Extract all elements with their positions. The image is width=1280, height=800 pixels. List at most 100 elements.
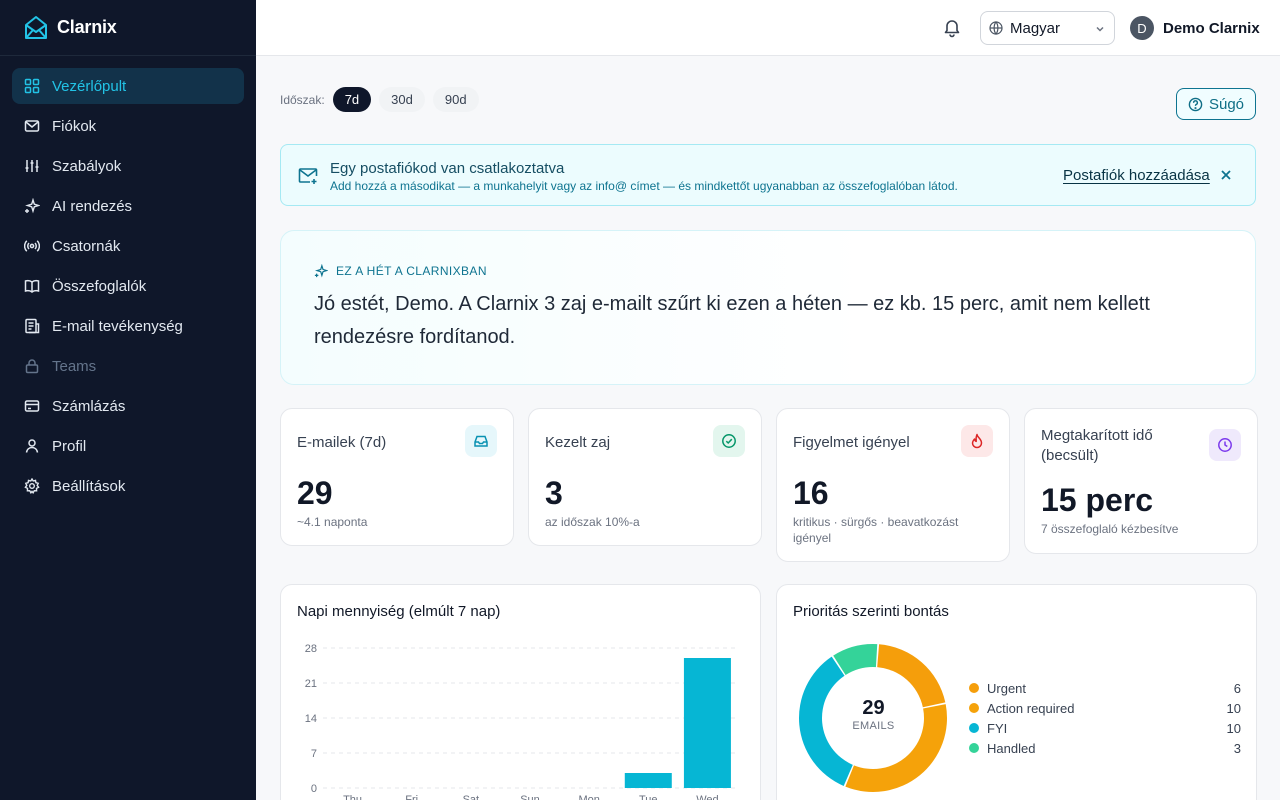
sidebar-item-billing[interactable]: Számlázás bbox=[12, 388, 244, 424]
stat-title: Kezelt zaj bbox=[545, 434, 611, 451]
sidebar-item-email-activity[interactable]: E-mail tevékenység bbox=[12, 308, 244, 344]
help-circle-icon bbox=[1188, 97, 1203, 111]
legend-label: FYI bbox=[987, 720, 1008, 736]
user-name: Demo Clarnix bbox=[1163, 19, 1260, 37]
inbox-icon bbox=[465, 425, 497, 457]
flame-icon bbox=[961, 425, 993, 457]
dashboard-icon bbox=[24, 78, 40, 94]
check-circle-icon bbox=[713, 425, 745, 457]
period-chip-90d[interactable]: 90d bbox=[432, 87, 479, 112]
sidebar-item-ai-sorting[interactable]: AI rendezés bbox=[12, 188, 244, 224]
sidebar-item-label: Fiókok bbox=[52, 117, 97, 135]
legend-dot bbox=[969, 703, 979, 713]
stat-value: 3 bbox=[545, 475, 563, 511]
stat-title: E-mailek (7d) bbox=[297, 434, 387, 451]
x-tick-label: Tue bbox=[639, 794, 658, 800]
help-button[interactable]: Súgó bbox=[1176, 88, 1256, 120]
x-tick-label: Wed bbox=[696, 794, 718, 800]
stat-subtext: az időszak 10%-a bbox=[545, 515, 640, 529]
stat-subtext: 7 összefoglaló kézbesítve bbox=[1041, 522, 1179, 536]
daily-volume-chart: 0 7 14 21 28 Thu Fri Sat Sun Mon Tue Wed bbox=[305, 643, 737, 800]
weekly-summary-text: Jó estét, Demo. A Clarnix 3 zaj e-mailt … bbox=[314, 293, 1150, 348]
daily-volume-card: Napi mennyiség (elmúlt 7 nap) 0 7 14 21 28 Th… bbox=[280, 584, 761, 800]
sidebar-nav: Vezérlőpult Fiókok Szabályok AI rendezés… bbox=[0, 56, 256, 504]
user-menu[interactable]: D Demo Clarnix bbox=[1130, 16, 1260, 40]
legend-value: 6 bbox=[1233, 680, 1241, 696]
stat-title: Figyelmet igényel bbox=[793, 434, 910, 451]
legend-item: Handled 3 bbox=[969, 738, 1241, 758]
help-label: Súgó bbox=[1208, 95, 1245, 113]
brand[interactable]: Clarnix bbox=[0, 0, 256, 56]
bell-icon[interactable] bbox=[942, 18, 962, 38]
period-chip-30d[interactable]: 30d bbox=[379, 87, 425, 112]
activity-log-icon bbox=[24, 318, 40, 334]
legend-item: Urgent 6 bbox=[969, 678, 1241, 698]
weekly-kicker: EZ A HÉT A CLARNIXBAN bbox=[314, 264, 487, 278]
donut-total: 29 bbox=[862, 697, 885, 719]
x-tick-label: Sat bbox=[463, 794, 480, 800]
language-select[interactable]: Magyar bbox=[980, 11, 1115, 45]
stat-subtext: kritikus · sürgős · beavatkozást igényel bbox=[793, 515, 959, 545]
sparkles-icon bbox=[24, 198, 40, 214]
sidebar-item-digests[interactable]: Összefoglalók bbox=[12, 268, 244, 304]
donut-slice[interactable] bbox=[877, 644, 946, 708]
donut-slice[interactable] bbox=[833, 644, 878, 675]
sidebar-item-label: Teams bbox=[52, 357, 97, 375]
donut-slice[interactable] bbox=[845, 704, 947, 792]
y-tick-label: 14 bbox=[305, 713, 317, 725]
stat-title: Megtakarított idő (becsült) bbox=[1041, 427, 1153, 464]
priority-breakdown-card: Prioritás szerinti bontás 29 EMAILS Urge… bbox=[776, 584, 1257, 800]
y-tick-label: 7 bbox=[311, 748, 317, 760]
weekly-summary-card: EZ A HÉT A CLARNIXBAN Jó estét, Demo. A … bbox=[280, 230, 1256, 385]
legend-value: 10 bbox=[1226, 720, 1241, 736]
legend-dot bbox=[969, 723, 979, 733]
sidebar-item-label: E-mail tevékenység bbox=[52, 317, 183, 335]
gear-icon bbox=[24, 478, 40, 494]
banner-subtitle: Add hozzá a másodikat — a munkahelyit va… bbox=[330, 179, 958, 193]
legend-value: 10 bbox=[1226, 700, 1241, 716]
sidebar-item-accounts[interactable]: Fiókok bbox=[12, 108, 244, 144]
sliders-icon bbox=[24, 158, 40, 174]
x-tick-label: Thu bbox=[343, 794, 362, 800]
book-icon bbox=[24, 278, 40, 294]
mail-icon bbox=[24, 118, 40, 134]
card-title: Prioritás szerinti bontás bbox=[793, 603, 949, 620]
donut-slice[interactable] bbox=[799, 656, 853, 786]
sidebar-item-label: Profil bbox=[52, 437, 87, 455]
sidebar-item-label: Vezérlőpult bbox=[52, 77, 127, 95]
mail-add-icon bbox=[298, 168, 318, 184]
sidebar-item-label: Csatornák bbox=[52, 237, 121, 255]
donut-center: 29 EMAILS bbox=[807, 697, 940, 732]
card-title: Napi mennyiség (elmúlt 7 nap) bbox=[297, 603, 501, 620]
priority-donut-chart bbox=[799, 644, 947, 792]
close-icon[interactable] bbox=[1219, 168, 1233, 182]
avatar: D bbox=[1130, 16, 1154, 40]
sidebar-item-teams[interactable]: Teams bbox=[12, 348, 244, 384]
bar[interactable] bbox=[624, 773, 672, 788]
stat-card-time-saved: Megtakarított idő (becsült) 15 perc 7 ös… bbox=[1024, 408, 1258, 554]
sidebar-item-profile[interactable]: Profil bbox=[12, 428, 244, 464]
bar[interactable] bbox=[683, 658, 731, 788]
add-mailbox-link[interactable]: Postafiók hozzáadása bbox=[1063, 167, 1210, 184]
legend-label: Urgent bbox=[987, 680, 1027, 696]
lock-icon bbox=[24, 358, 40, 374]
legend-dot bbox=[969, 683, 979, 693]
stat-subtext: ~4.1 naponta bbox=[297, 515, 368, 529]
sidebar-item-label: AI rendezés bbox=[52, 197, 133, 215]
x-tick-label: Fri bbox=[405, 794, 418, 800]
stat-card-attention: Figyelmet igényel 16 kritikus · sürgős ·… bbox=[776, 408, 1010, 562]
sidebar-item-dashboard[interactable]: Vezérlőpult bbox=[12, 68, 244, 104]
legend-label: Handled bbox=[987, 740, 1036, 756]
sidebar-item-channels[interactable]: Csatornák bbox=[12, 228, 244, 264]
sidebar: Clarnix Vezérlőpult Fiókok Szabályok AI … bbox=[0, 0, 256, 800]
sidebar-item-rules[interactable]: Szabályok bbox=[12, 148, 244, 184]
period-label: Időszak: bbox=[280, 92, 325, 107]
stat-card-noise: Kezelt zaj 3 az időszak 10%-a bbox=[528, 408, 762, 546]
legend-dot bbox=[969, 743, 979, 753]
sparkles-icon bbox=[314, 264, 328, 278]
sidebar-item-label: Összefoglalók bbox=[52, 277, 147, 295]
broadcast-icon bbox=[24, 238, 40, 254]
y-tick-label: 21 bbox=[305, 678, 317, 690]
sidebar-item-settings[interactable]: Beállítások bbox=[12, 468, 244, 504]
period-chip-7d[interactable]: 7d bbox=[332, 87, 372, 112]
